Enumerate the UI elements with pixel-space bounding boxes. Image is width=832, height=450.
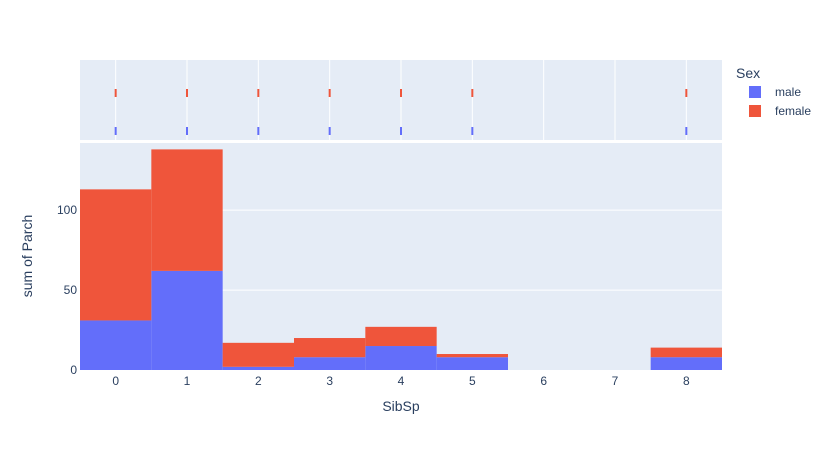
legend-label: female [775,104,811,118]
bar-male-4[interactable] [365,346,437,370]
rug-panel [80,60,722,140]
y-tick-label: 50 [64,283,78,297]
bar-male-3[interactable] [294,357,366,370]
y-tick-label: 0 [70,363,77,377]
bar-male-5[interactable] [436,357,508,370]
bar-male-1[interactable] [151,270,223,370]
bar-female-2[interactable] [222,342,294,367]
rug-marks [114,89,688,135]
bar-female-0[interactable] [80,189,152,321]
legend-item-female[interactable]: female [749,104,811,118]
legend-label: male [775,85,801,99]
legend-title: Sex [736,65,760,81]
x-tick-label: 2 [255,374,262,388]
bars [80,149,722,370]
y-axis-ticks: 0 50 100 [57,203,77,377]
legend[interactable]: Sex male female [736,65,811,118]
main-panel: 0 50 100 0 1 2 3 4 5 6 7 8 [57,143,722,388]
bar-male-8[interactable] [650,357,722,370]
bar-female-3[interactable] [294,338,366,358]
x-tick-label: 1 [184,374,191,388]
y-axis-title: sum of Parch [19,215,35,297]
x-tick-label: 3 [326,374,333,388]
x-tick-label: 4 [398,374,405,388]
legend-swatch [749,105,761,117]
bar-female-1[interactable] [151,149,223,271]
x-tick-label: 8 [683,374,690,388]
legend-item-male[interactable]: male [749,85,801,99]
bar-female-8[interactable] [650,347,722,358]
x-tick-label: 0 [112,374,119,388]
bar-male-2[interactable] [222,366,294,370]
x-axis-title: SibSp [382,398,420,414]
x-axis-ticks: 0 1 2 3 4 5 6 7 8 [112,374,690,388]
legend-items: male female [749,85,811,118]
legend-swatch [749,86,761,98]
bar-male-0[interactable] [80,320,152,370]
x-tick-label: 6 [540,374,547,388]
x-tick-label: 5 [469,374,476,388]
x-tick-label: 7 [612,374,619,388]
bar-female-4[interactable] [365,326,437,347]
bar-female-5[interactable] [436,354,508,358]
y-tick-label: 100 [57,203,77,217]
rug-gridlines [115,60,687,140]
